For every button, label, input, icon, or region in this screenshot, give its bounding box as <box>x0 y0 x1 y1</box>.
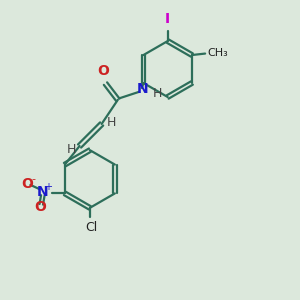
Text: O: O <box>22 177 33 191</box>
Text: -: - <box>32 174 35 184</box>
Text: Cl: Cl <box>85 221 98 234</box>
Text: CH₃: CH₃ <box>207 48 228 58</box>
Text: H: H <box>153 86 162 100</box>
Text: O: O <box>34 200 46 214</box>
Text: N: N <box>37 185 49 199</box>
Text: H: H <box>67 143 76 156</box>
Text: N: N <box>137 82 149 97</box>
Text: H: H <box>106 116 116 129</box>
Text: I: I <box>165 12 170 26</box>
Text: O: O <box>97 64 109 78</box>
Text: +: + <box>44 182 52 192</box>
